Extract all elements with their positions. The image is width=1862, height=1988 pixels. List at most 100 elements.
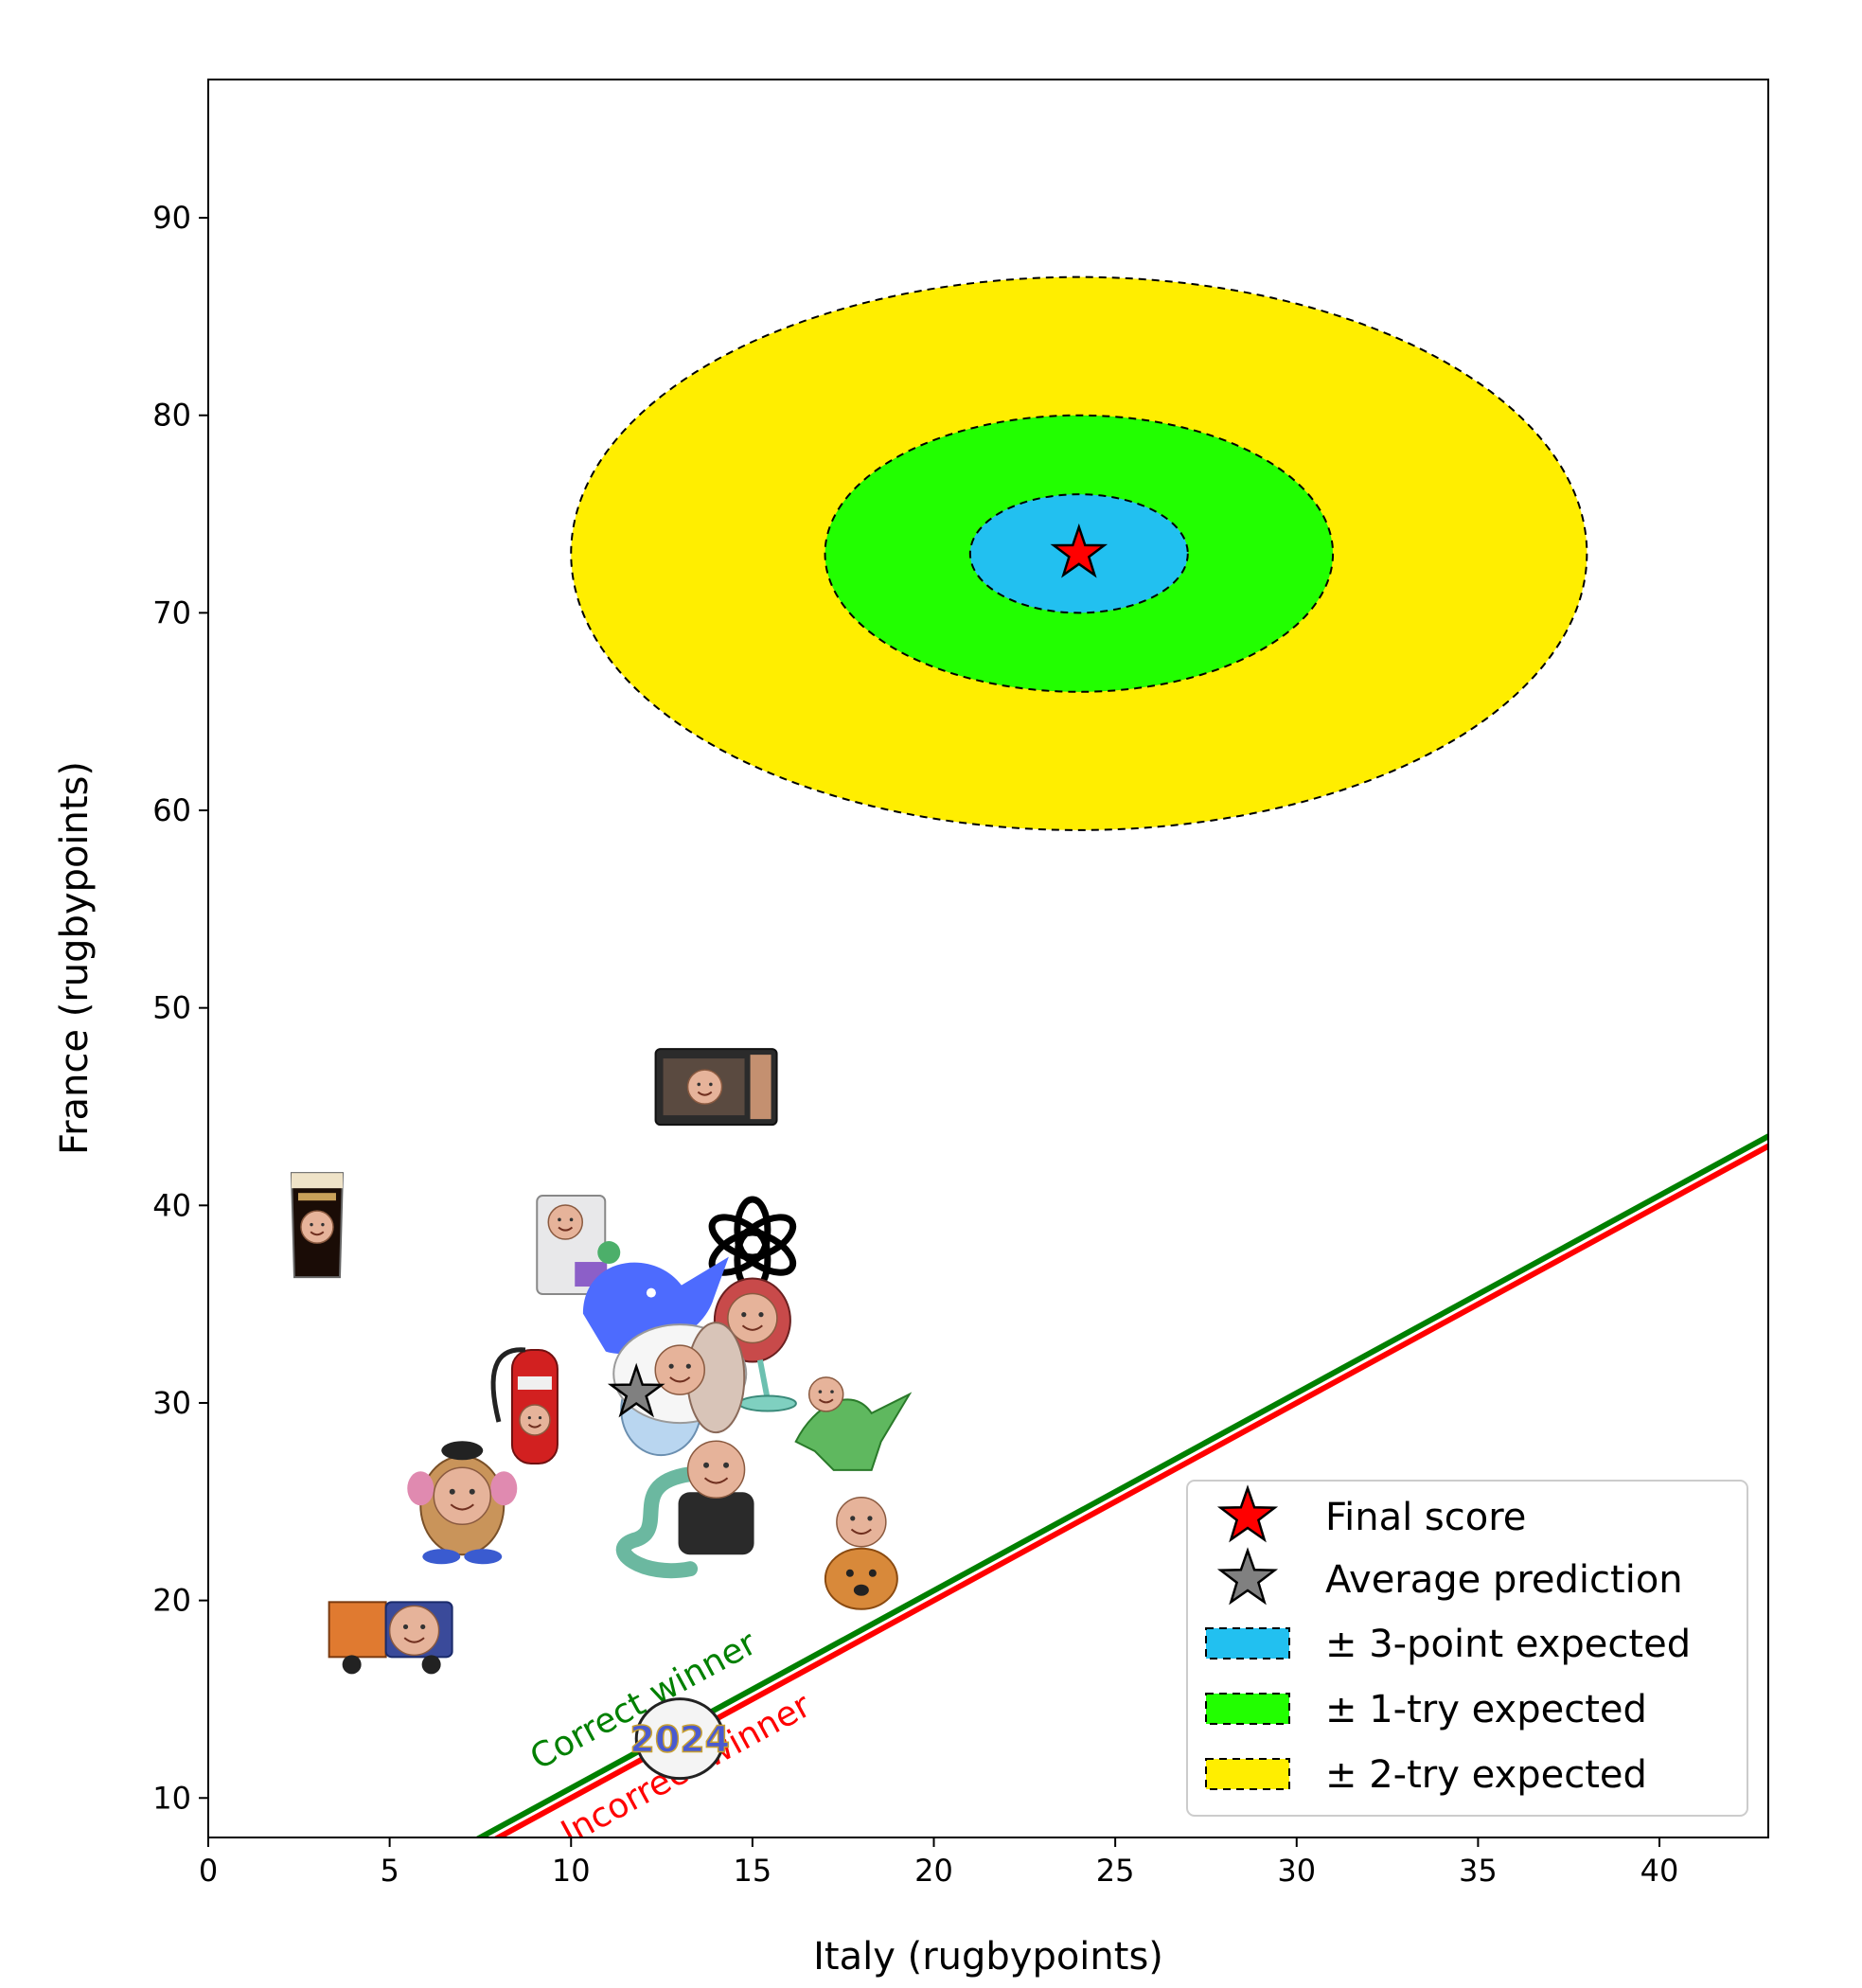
computer-tower-icon xyxy=(536,1195,621,1296)
shoe-shape xyxy=(464,1549,503,1565)
x-tick-label: 10 xyxy=(552,1853,591,1889)
shirt-shape xyxy=(678,1492,754,1555)
y-tick-label: 90 xyxy=(152,200,191,236)
face-shape xyxy=(388,1605,440,1657)
x-axis: 0 5 10 15 20 25 30 35 40 xyxy=(199,1837,1679,1889)
y-tick-label: 40 xyxy=(152,1187,191,1223)
potato-head-icon xyxy=(407,1441,518,1565)
shoe-shape xyxy=(422,1549,461,1565)
ball-year: 2024 xyxy=(630,1719,730,1761)
eye-shape xyxy=(723,1462,730,1468)
face-shape xyxy=(686,1069,723,1105)
mouth-shape xyxy=(403,1637,425,1643)
eye-shape xyxy=(685,1363,691,1369)
truck-wheel xyxy=(342,1655,362,1675)
legend: Final score Average prediction ± 3-point e… xyxy=(1186,1480,1748,1817)
eye-shape xyxy=(850,1516,856,1521)
correct-winner-line xyxy=(474,1132,1768,1837)
incorrect-winner-line xyxy=(492,1143,1768,1837)
mouth-shape xyxy=(741,1324,763,1331)
face-shape xyxy=(727,1292,778,1344)
x-tick-label: 0 xyxy=(199,1853,218,1889)
dog-icon xyxy=(824,1497,898,1610)
legend-label: Final score xyxy=(1325,1496,1526,1539)
y-tick-label: 80 xyxy=(152,398,191,434)
y-tick-label: 20 xyxy=(152,1583,191,1619)
legend-label: Average prediction xyxy=(1325,1558,1683,1602)
eye-shape xyxy=(818,1390,823,1393)
ear-shape xyxy=(490,1471,518,1506)
legend-box xyxy=(1186,1480,1748,1817)
legend-final-score-star xyxy=(1216,1484,1279,1543)
pint-label xyxy=(297,1193,336,1201)
legend-swatch xyxy=(1205,1758,1290,1790)
dog-nose xyxy=(853,1584,869,1596)
y-tick-label: 70 xyxy=(152,595,191,630)
fire-extinguisher-icon xyxy=(490,1347,559,1464)
average-prediction-star xyxy=(607,1362,665,1418)
x-tick-label: 35 xyxy=(1459,1853,1498,1889)
ball-shape xyxy=(634,1697,725,1781)
y-axis-title: France (rugbypoints) xyxy=(53,761,97,1155)
face-shape xyxy=(686,1440,746,1500)
eye-shape xyxy=(321,1222,325,1227)
truck-icon xyxy=(328,1601,453,1675)
face-shape xyxy=(807,1376,844,1412)
truck-trailer xyxy=(328,1601,387,1659)
x-tick-label: 40 xyxy=(1640,1853,1679,1889)
face-shape xyxy=(654,1344,705,1395)
mouth-shape xyxy=(558,1226,574,1232)
eye-shape xyxy=(830,1390,834,1393)
eye-shape xyxy=(697,1082,701,1087)
y-axis: 10 20 30 40 50 60 70 80 90 xyxy=(152,200,208,1816)
portrait-icon xyxy=(678,1440,754,1555)
legend-label: ± 3-point expected xyxy=(1325,1623,1691,1666)
mouth-shape xyxy=(310,1231,325,1236)
eye-shape xyxy=(558,1217,561,1222)
hat-shape xyxy=(441,1441,484,1461)
extinguisher-label xyxy=(517,1376,552,1390)
eye-shape xyxy=(758,1312,764,1318)
face-shape xyxy=(547,1204,584,1240)
x-tick-label: 30 xyxy=(1277,1853,1316,1889)
legend-swatch xyxy=(1205,1627,1290,1660)
dog-eye xyxy=(845,1569,854,1577)
whale-body xyxy=(582,1256,729,1355)
eye-shape xyxy=(867,1516,873,1521)
legend-swatch xyxy=(1205,1693,1290,1725)
pint-head xyxy=(291,1173,343,1189)
dinosaur-body xyxy=(794,1392,913,1471)
eye-shape xyxy=(310,1222,313,1227)
snake-icon xyxy=(615,1466,699,1579)
guinness-pint-icon xyxy=(290,1172,345,1279)
y-tick-label: 50 xyxy=(152,990,191,1026)
eye-shape xyxy=(703,1462,710,1468)
eye-shape xyxy=(538,1415,542,1420)
face-shape xyxy=(519,1404,551,1436)
whale-eye xyxy=(646,1287,656,1298)
logo-loop xyxy=(708,1214,771,1261)
dog-eye xyxy=(868,1569,877,1577)
face-shape xyxy=(836,1497,887,1548)
x-tick-label: 25 xyxy=(1096,1853,1135,1889)
face-shape xyxy=(433,1466,492,1526)
microwave-panel xyxy=(750,1055,771,1120)
mouth-shape xyxy=(527,1423,541,1429)
legend-average-star xyxy=(1216,1547,1279,1606)
eye-shape xyxy=(449,1488,455,1495)
legend-label: ± 1-try expected xyxy=(1325,1688,1647,1731)
truck-wheel xyxy=(421,1655,441,1675)
mouth-shape xyxy=(697,1091,713,1096)
x-tick-label: 15 xyxy=(734,1853,772,1889)
eye-shape xyxy=(741,1312,747,1318)
mouth-shape xyxy=(703,1477,729,1484)
mouth-shape xyxy=(818,1398,834,1404)
extinguisher-hose xyxy=(490,1347,526,1423)
y-tick-label: 30 xyxy=(152,1385,191,1421)
final-score-star xyxy=(1050,523,1108,578)
x-tick-label: 5 xyxy=(380,1853,399,1889)
chair-leg xyxy=(756,1358,771,1401)
eye-shape xyxy=(469,1488,475,1495)
plot-frame xyxy=(207,79,1769,1838)
